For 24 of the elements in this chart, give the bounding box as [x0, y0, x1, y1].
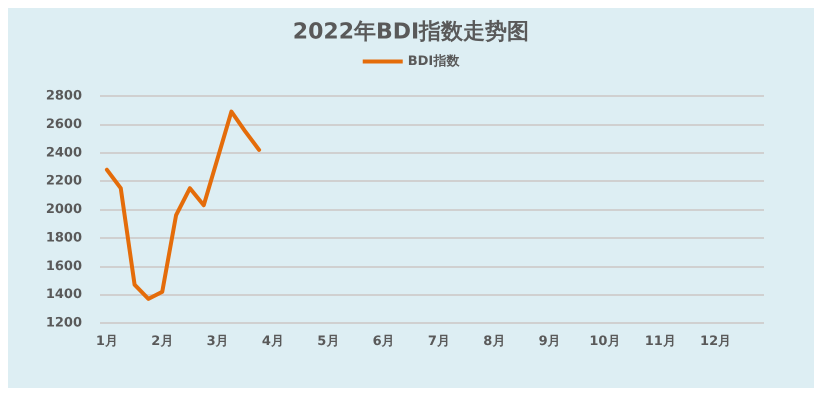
- y-tick-label: 1800: [46, 230, 82, 246]
- x-tick-label: 8月: [483, 334, 506, 349]
- y-tick-label: 1200: [46, 316, 82, 330]
- x-tick-label: 1月: [96, 334, 118, 349]
- x-tick-label: 5月: [317, 334, 340, 349]
- y-tick-label: 1400: [46, 287, 82, 302]
- y-tick-label: 2200: [46, 174, 82, 189]
- x-tick-label: 12月: [700, 334, 732, 349]
- y-tick-label: 1600: [46, 258, 82, 274]
- y-tick-label: 2400: [46, 145, 82, 160]
- x-tick-label: 4月: [262, 334, 284, 349]
- y-tick-label: 2600: [46, 116, 82, 132]
- x-tick-label: 10月: [589, 334, 620, 349]
- x-tick-label: 6月: [372, 334, 395, 349]
- line-series: [104, 110, 262, 301]
- x-tick-label: 3月: [206, 334, 229, 349]
- x-tick-label: 9月: [538, 334, 561, 349]
- legend-label: BDI指数: [408, 54, 460, 69]
- y-tick-label: 2800: [46, 88, 82, 104]
- x-tick-label: 2月: [151, 334, 174, 349]
- y-tick-label: 2000: [46, 202, 82, 217]
- x-tick-label: 7月: [428, 334, 450, 349]
- chart-title: 2022年BDI指数走势图: [292, 20, 530, 44]
- x-tick-label: 11月: [644, 334, 676, 349]
